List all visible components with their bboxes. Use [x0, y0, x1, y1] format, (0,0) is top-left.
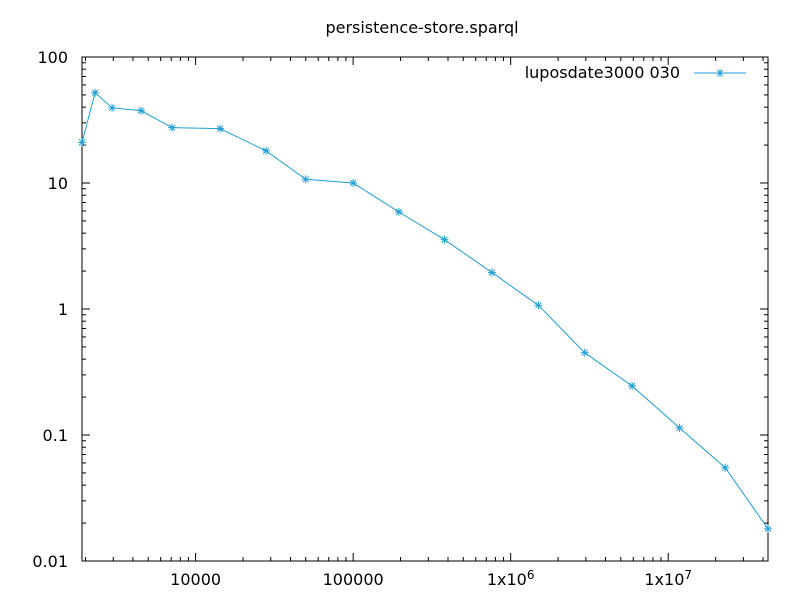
data-point	[349, 179, 358, 187]
data-point	[394, 207, 403, 216]
data-point	[487, 268, 496, 277]
data-point	[534, 301, 543, 310]
plot-frame	[81, 56, 769, 562]
legend-entry-label: luposdate3000 030	[525, 63, 680, 82]
y-tick-label: 10	[48, 174, 68, 193]
data-point	[580, 348, 589, 357]
legend-marker	[716, 69, 724, 77]
x-tick-label: 10000	[170, 570, 221, 589]
x-axis: 10000 100000 1x106 1x107	[85, 57, 764, 589]
data-point	[764, 524, 772, 533]
data-point	[628, 381, 637, 390]
x-tick-exponent: 7	[684, 568, 692, 582]
data-point	[78, 138, 86, 147]
x-tick-label: 100000	[323, 570, 384, 589]
y-tick-label: 100	[37, 48, 68, 67]
legend: luposdate3000 030	[525, 63, 746, 82]
data-point	[136, 106, 145, 115]
data-point	[168, 123, 177, 132]
y-tick-label: 0.1	[43, 426, 68, 445]
data-point	[440, 235, 449, 244]
y-axis: 0.01 0.1 1 10 100	[32, 48, 768, 571]
data-point	[675, 423, 684, 432]
x-tick-label: 1x107	[644, 568, 692, 589]
data-point	[216, 124, 225, 133]
x-tick-label: 1x106	[487, 568, 535, 589]
data-point	[301, 175, 310, 184]
chart-title: persistence-store.sparql	[325, 18, 518, 37]
x-tick-exponent: 6	[527, 568, 535, 582]
data-point	[91, 88, 100, 97]
series-layer	[78, 88, 772, 533]
data-point	[262, 146, 271, 155]
data-point	[721, 463, 730, 472]
data-point	[108, 103, 117, 112]
y-tick-label: 0.01	[32, 552, 68, 571]
y-tick-label: 1	[58, 300, 68, 319]
series-line	[81, 91, 769, 530]
